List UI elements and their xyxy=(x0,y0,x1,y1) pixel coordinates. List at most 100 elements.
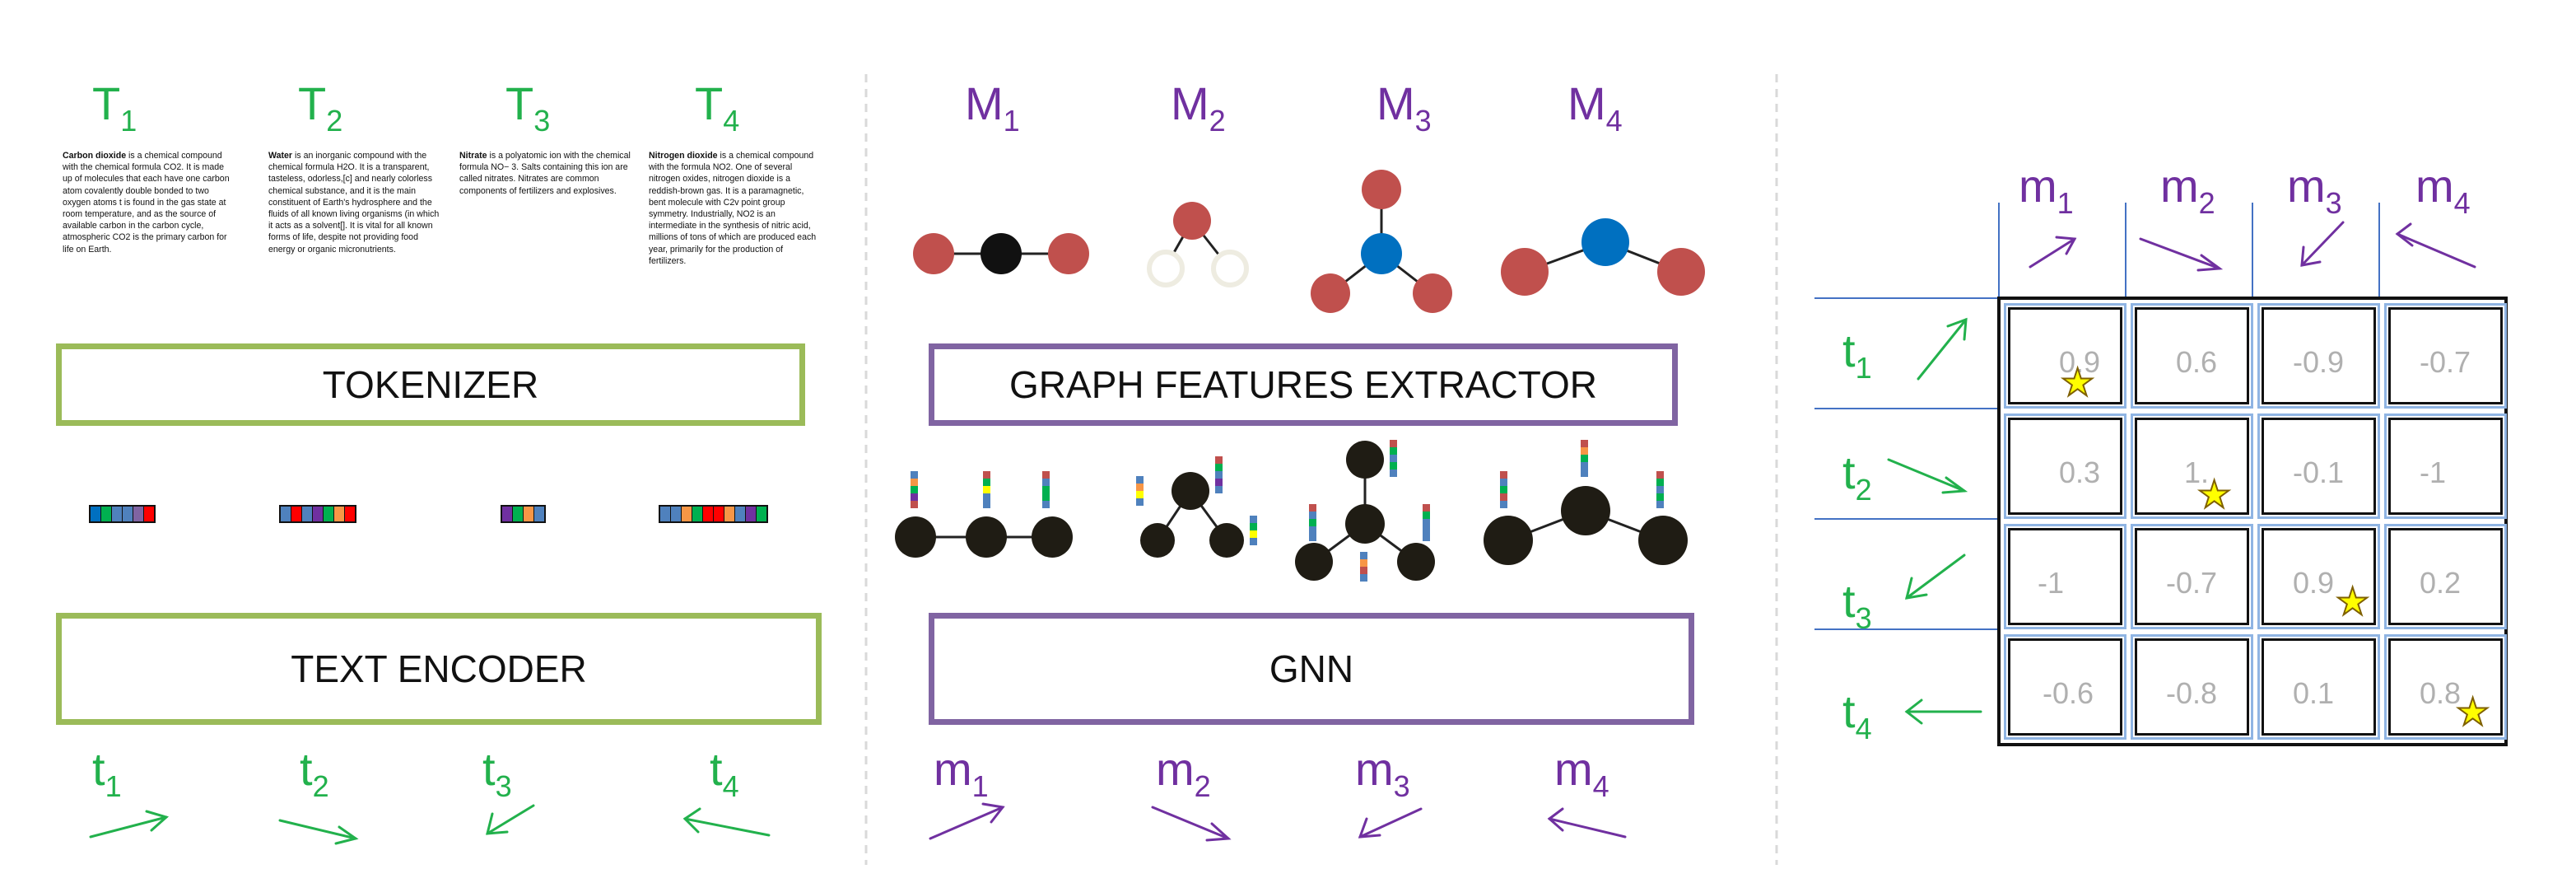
mol-embedding-label-1: m1 xyxy=(934,743,989,803)
molecule-no2 xyxy=(1501,218,1705,296)
molecule-label-m3: M3 xyxy=(1377,77,1432,138)
matrix-col-label-1: m1 xyxy=(2019,160,2074,220)
matrix-row-label-2: t2 xyxy=(1842,446,1872,507)
matrix-cell: -0.6 xyxy=(2004,634,2126,740)
arrow-t1 xyxy=(89,810,170,839)
star-icon: ★ xyxy=(2060,361,2095,404)
matrix-cell: 1. ★ xyxy=(2131,413,2253,519)
similarity-matrix: 0.9 ★ 0.6 -0.9 -0.7 0.3 1. ★ -0.1 -1 -1 -0… xyxy=(1997,297,2508,746)
cell-value: -0.9 xyxy=(2293,345,2345,379)
cell-value: -0.1 xyxy=(2293,456,2345,489)
matrix-cell: -1 xyxy=(2384,413,2507,519)
header-arrow-t2 xyxy=(1887,458,1968,494)
star-icon: ★ xyxy=(2196,473,2232,516)
cell-value: -1 xyxy=(2038,566,2065,600)
arrow-m4 xyxy=(1547,807,1627,839)
molecule-structures xyxy=(913,170,1705,313)
matrix-col-label-3: m3 xyxy=(2287,160,2342,220)
matrix-row-label-4: t4 xyxy=(1842,685,1872,745)
matrix-cell: -0.8 xyxy=(2131,634,2253,740)
matrix-cell: 0.8 ★ xyxy=(2384,634,2507,740)
matrix-col-label-4: m4 xyxy=(2415,160,2471,220)
arrow-t4 xyxy=(682,807,771,837)
mol-embedding-arrows xyxy=(929,802,1627,842)
matrix-cell: 0.6 xyxy=(2131,303,2253,409)
text-encoder-box: TEXT ENCODER xyxy=(56,613,822,725)
star-icon: ★ xyxy=(2455,690,2490,733)
gnn-box: GNN xyxy=(929,613,1694,725)
arrow-t2 xyxy=(278,819,359,845)
text-label-t1: T1 xyxy=(92,77,137,138)
token-strip-2 xyxy=(279,505,356,523)
token-strip-3 xyxy=(501,505,546,523)
node-feature-bars xyxy=(911,440,1664,582)
matrix-cell: 0.2 xyxy=(2384,524,2507,629)
cell-value: -0.8 xyxy=(2166,676,2218,710)
matrix-cell: -0.7 xyxy=(2131,524,2253,629)
cell-value: 0.8 xyxy=(2420,676,2462,710)
text-paragraph-4: Nitrogen dioxide is a chemical compound … xyxy=(649,151,817,266)
matrix-cell: 0.1 xyxy=(2257,634,2380,740)
matrix-cell: 0.9 ★ xyxy=(2004,303,2126,409)
matrix-cell: -1 xyxy=(2004,524,2126,629)
cell-value: 0.9 xyxy=(2293,566,2335,600)
header-arrow-m4 xyxy=(2395,222,2476,269)
matrix-row-label-3: t3 xyxy=(1842,575,1872,635)
text-paragraph-3: Nitrate is a polyatomic ion with the che… xyxy=(459,151,631,196)
matrix-cell: -0.1 xyxy=(2257,413,2380,519)
arrow-t3 xyxy=(486,804,535,835)
text-embedding-label-1: t1 xyxy=(92,743,122,803)
tokenizer-box: TOKENIZER xyxy=(56,343,805,426)
matrix-cell: 0.9 ★ xyxy=(2257,524,2380,629)
cell-value: 0.3 xyxy=(2059,456,2101,489)
text-embedding-label-3: t3 xyxy=(482,743,512,803)
mol-embedding-label-2: m2 xyxy=(1156,743,1211,803)
molecule-label-m2: M2 xyxy=(1171,77,1226,138)
graph-feature-structures xyxy=(895,440,1688,582)
text-paragraph-1: Carbon dioxide is a chemical compound wi… xyxy=(63,151,230,255)
header-arrow-t3 xyxy=(1904,554,1966,600)
header-arrow-m2 xyxy=(2139,237,2224,272)
cell-value: 1. xyxy=(2184,456,2210,489)
text-embedding-label-4: t4 xyxy=(710,743,739,803)
cell-value: 0.6 xyxy=(2176,345,2218,379)
molecule-no3 xyxy=(1311,170,1452,313)
matrix-col-label-2: m2 xyxy=(2160,160,2215,220)
token-strip-4 xyxy=(659,505,768,523)
header-arrow-m3 xyxy=(2300,221,2345,267)
header-arrow-t4 xyxy=(1904,698,1982,725)
matrix-cell: -0.7 xyxy=(2384,303,2507,409)
molecule-label-m1: M1 xyxy=(965,77,1020,138)
graph-4 xyxy=(1484,486,1688,565)
header-arrow-t1 xyxy=(1917,317,1968,381)
text-label-t4: T4 xyxy=(695,77,740,138)
text-paragraph-2: Water is an inorganic compound with the … xyxy=(268,151,440,255)
graph-2 xyxy=(1140,472,1244,558)
matrix-row-label-1: t1 xyxy=(1842,325,1872,385)
molecule-label-m4: M4 xyxy=(1567,77,1623,138)
cell-value: -0.7 xyxy=(2420,345,2471,379)
header-arrow-m1 xyxy=(2029,236,2077,269)
graph-3 xyxy=(1295,441,1435,581)
text-embedding-label-2: t2 xyxy=(300,743,329,803)
star-icon: ★ xyxy=(2335,580,2370,623)
arrow-m1 xyxy=(929,802,1005,840)
cell-value: 0.9 xyxy=(2059,345,2101,379)
cell-value: 0.1 xyxy=(2293,676,2335,710)
matrix-cell: -0.9 xyxy=(2257,303,2380,409)
cell-value: -0.6 xyxy=(2043,676,2094,710)
molecule-h2o xyxy=(1147,202,1249,287)
token-strip-1 xyxy=(89,505,156,523)
cell-value: 0.2 xyxy=(2420,566,2462,600)
text-label-t2: T2 xyxy=(298,77,343,138)
mol-embedding-label-4: m4 xyxy=(1554,743,1609,803)
molecule-co2 xyxy=(913,233,1089,274)
matrix-cell: 0.3 xyxy=(2004,413,2126,519)
mol-embedding-label-3: m3 xyxy=(1355,743,1410,803)
arrow-m2 xyxy=(1151,806,1232,842)
cell-value: -1 xyxy=(2420,456,2447,489)
cell-value: -0.7 xyxy=(2166,566,2218,600)
graph-features-extractor-box: GRAPH FEATURES EXTRACTOR xyxy=(929,343,1678,426)
